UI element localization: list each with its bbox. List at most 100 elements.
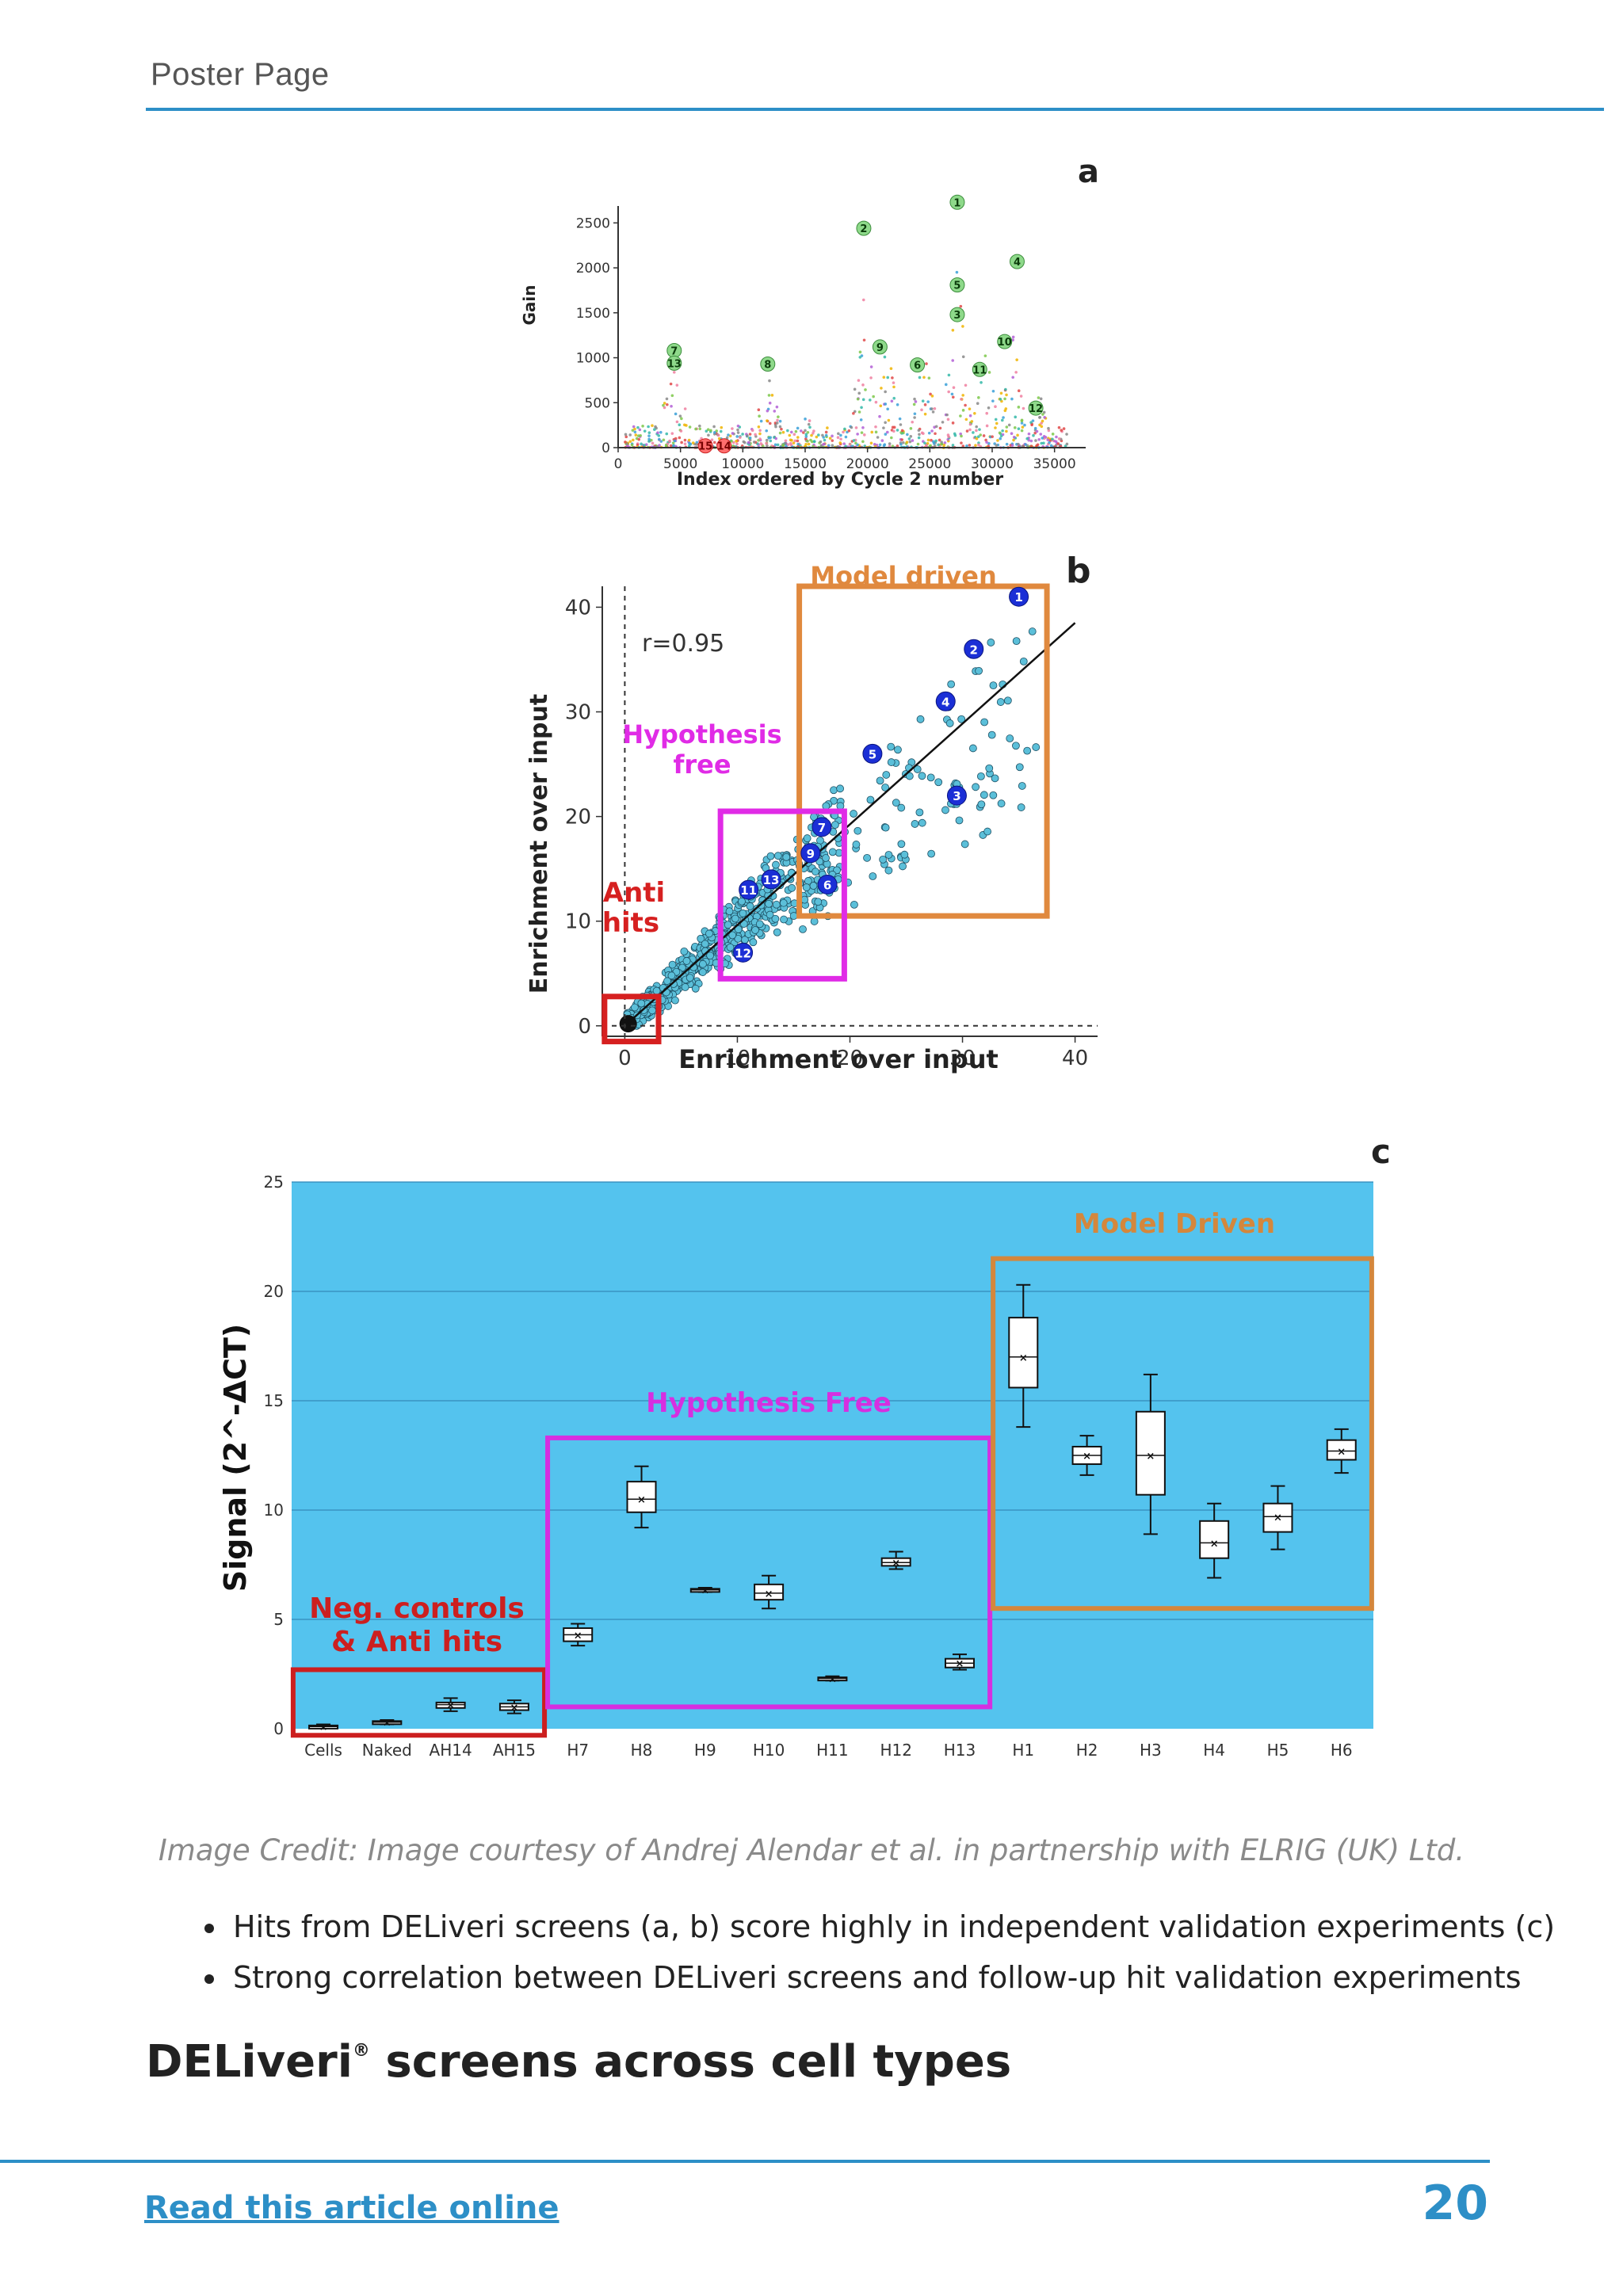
figure-a-x-axis-label: Index ordered by Cycle 2 number bbox=[677, 470, 1003, 490]
figure-a-point bbox=[1057, 425, 1061, 429]
figure-a-point bbox=[994, 405, 997, 408]
figure-c-mean-marker: × bbox=[1083, 1451, 1091, 1463]
figure-b-region-box bbox=[717, 808, 847, 982]
figure-a-hit-label: 11 bbox=[972, 364, 987, 376]
figure-a-point bbox=[678, 436, 682, 440]
figure-a-point bbox=[694, 427, 697, 431]
figure-b-data-points bbox=[619, 622, 1076, 1033]
figure-a-point bbox=[759, 419, 763, 423]
figure-b-point bbox=[799, 925, 807, 933]
figure-a-point bbox=[624, 433, 628, 437]
figure-a-point bbox=[874, 400, 878, 404]
figure-a-point bbox=[741, 433, 744, 436]
figure-b-point bbox=[884, 866, 893, 875]
figure-a-point bbox=[878, 414, 881, 418]
figure-a-point bbox=[1041, 413, 1044, 416]
figure-a-point bbox=[847, 429, 851, 433]
figure-a-point bbox=[1013, 426, 1017, 429]
figure-a-hit-label: 10 bbox=[998, 337, 1012, 349]
figure-c-x-tick-label: H2 bbox=[1076, 1741, 1098, 1760]
figure-a-point bbox=[991, 399, 995, 402]
figure-a-point bbox=[923, 412, 927, 416]
figure-a-point bbox=[1047, 429, 1051, 433]
figure-a-point bbox=[735, 440, 738, 443]
figure-a-point bbox=[707, 433, 710, 437]
figure-b-point bbox=[682, 957, 691, 965]
figure-b-point bbox=[670, 980, 678, 988]
figure-a-point bbox=[964, 418, 968, 421]
figure-a-point bbox=[942, 443, 946, 447]
figure-a-point bbox=[968, 414, 972, 418]
figure-a-point bbox=[906, 433, 909, 437]
figure-c-x-tick-label: H4 bbox=[1203, 1741, 1225, 1760]
figure-a-point bbox=[1048, 441, 1051, 444]
figure-c-mean-marker: × bbox=[319, 1722, 328, 1733]
figure-c-x-tick-label: Naked bbox=[362, 1741, 412, 1760]
figure-a-point bbox=[720, 425, 724, 429]
figure-a-point bbox=[743, 441, 747, 444]
figure-a-point bbox=[985, 411, 989, 415]
figure-c-mean-marker: × bbox=[1146, 1451, 1155, 1463]
figure-c-box bbox=[754, 1583, 785, 1601]
figure-b-regions bbox=[601, 583, 1050, 1045]
figure-a-point bbox=[773, 443, 777, 447]
figure-a-hit-marker bbox=[997, 334, 1013, 349]
figure-a-point bbox=[625, 442, 628, 445]
figure-c-x-tick-label: AH14 bbox=[430, 1741, 472, 1760]
figure-a-point bbox=[757, 408, 761, 412]
figure-c-mean-marker: × bbox=[892, 1558, 900, 1569]
figure-b-point bbox=[1028, 627, 1037, 635]
figure-c-box bbox=[1199, 1520, 1230, 1559]
figure-b-point bbox=[957, 715, 966, 723]
figure-a-point bbox=[1021, 425, 1025, 429]
figure-a-y-tick-label: 2000 bbox=[576, 261, 610, 277]
figure-a-hit-label: 3 bbox=[953, 310, 960, 322]
figure-b-point bbox=[869, 872, 877, 880]
figure-a-point bbox=[859, 418, 863, 421]
figure-c-x-tick-label: H3 bbox=[1140, 1741, 1162, 1760]
figure-a-hit-label: 9 bbox=[876, 342, 884, 354]
figure-a-point bbox=[831, 444, 834, 447]
read-online-link[interactable]: Read this article online bbox=[144, 2190, 559, 2226]
figure-a-point bbox=[861, 440, 865, 444]
figure-b-point bbox=[772, 900, 781, 909]
figure-a-point bbox=[781, 443, 785, 447]
figure-a-point bbox=[669, 382, 673, 386]
figure-b-hit-label: 6 bbox=[823, 878, 831, 892]
figure-a-point bbox=[1033, 431, 1037, 435]
figure-c-neg-controls-label-line1: Neg. controls bbox=[309, 1592, 525, 1625]
figure-a-point bbox=[774, 437, 778, 441]
figure-b-regression-line bbox=[624, 622, 1076, 1027]
bullet-list: Hits from DELiveri screens (a, b) score … bbox=[190, 1901, 1555, 2003]
figure-a-point bbox=[961, 444, 965, 448]
figure-a-point bbox=[976, 402, 980, 405]
figure-a-point bbox=[804, 442, 808, 446]
figure-a-point bbox=[656, 431, 659, 434]
figure-a-point bbox=[748, 433, 752, 436]
figure-c-mean-marker: × bbox=[1210, 1538, 1219, 1550]
figure-a-point bbox=[710, 438, 714, 442]
figure-a-point bbox=[709, 429, 712, 433]
figure-a-point bbox=[970, 420, 974, 423]
figure-a-point bbox=[978, 428, 981, 431]
figure-a-point bbox=[955, 270, 959, 274]
figure-a-point bbox=[1017, 442, 1020, 446]
figure-a-point bbox=[861, 425, 865, 429]
figure-a-hit-label: 14 bbox=[717, 441, 731, 453]
figure-b-y-axis-label: Enrichment over input bbox=[525, 694, 553, 994]
figure-a-point bbox=[810, 433, 813, 437]
figure-c-box bbox=[1262, 1502, 1293, 1533]
figure-a-point bbox=[959, 414, 962, 418]
figure-a-point bbox=[1030, 423, 1033, 427]
figure-a-point bbox=[892, 396, 896, 400]
figure-b-point bbox=[822, 802, 831, 810]
figure-a-point bbox=[913, 397, 916, 401]
figure-a-point bbox=[765, 438, 769, 442]
figure-a-point bbox=[991, 389, 995, 393]
figure-a-point bbox=[687, 441, 691, 445]
figure-a-point bbox=[735, 442, 739, 446]
figure-a-point bbox=[892, 429, 896, 433]
figure-a-point bbox=[810, 440, 814, 444]
figure-a-point bbox=[977, 396, 980, 399]
